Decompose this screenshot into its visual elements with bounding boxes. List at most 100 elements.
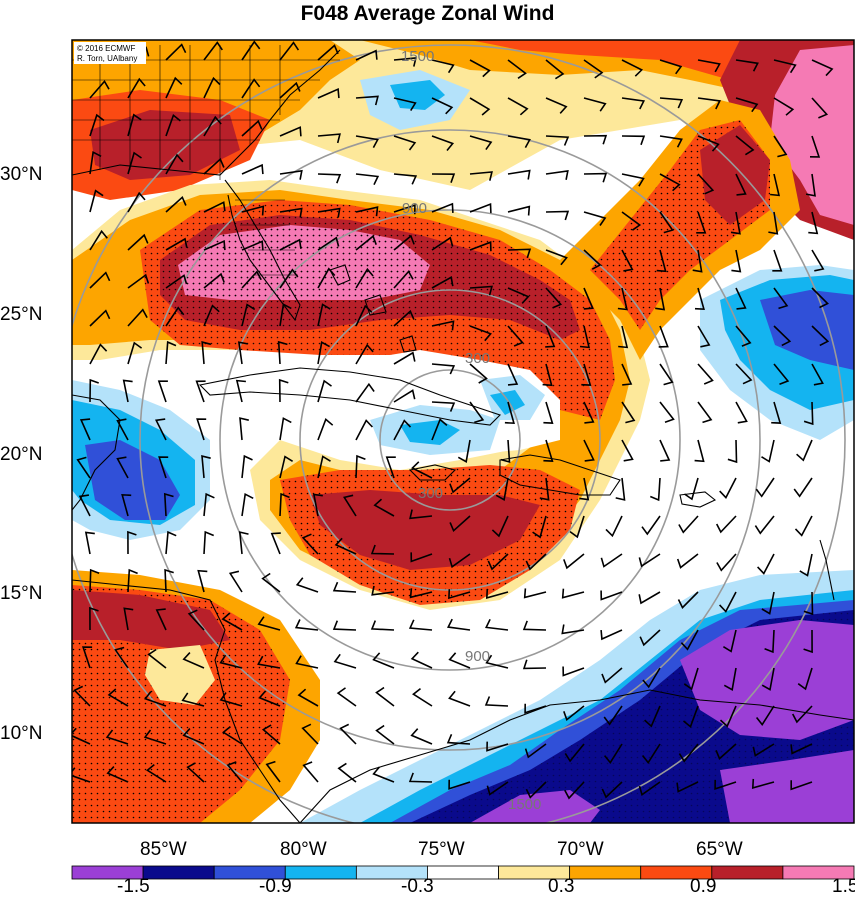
wind-barb — [617, 287, 628, 311]
wind-barb — [158, 456, 169, 479]
wind-barb — [165, 113, 181, 137]
coast-bahamas-3 — [399, 335, 417, 353]
wind-barb — [723, 667, 737, 691]
wind-barb — [370, 620, 395, 631]
wind-barb — [715, 515, 737, 534]
wind-barb — [78, 494, 91, 517]
wind-barb — [431, 173, 456, 183]
wind-barb — [431, 320, 455, 331]
wind-barb — [621, 249, 634, 272]
wind-barb — [146, 763, 167, 783]
wind-barb — [385, 456, 396, 479]
wind-barb — [265, 760, 281, 783]
wind-barb — [715, 743, 737, 760]
wind-barb — [332, 620, 357, 631]
wind-barb — [564, 781, 585, 800]
wind-barb — [644, 705, 661, 728]
wind-barb — [182, 728, 205, 745]
wind-barb — [507, 59, 527, 79]
wind-barb — [334, 537, 357, 555]
wind-barb — [507, 135, 531, 148]
wind-barb — [676, 553, 699, 569]
wind-barb — [532, 515, 547, 539]
wind-barb — [127, 530, 137, 555]
wind-barb — [539, 477, 550, 501]
wind-barb — [84, 531, 95, 555]
wind-barb — [89, 271, 111, 289]
range-ring-1500 — [72, 44, 846, 823]
wind-barb — [621, 59, 644, 77]
wind-barb — [237, 341, 248, 365]
wind-barb — [581, 363, 592, 386]
wind-barb — [618, 325, 629, 349]
wind-barb — [524, 743, 547, 759]
wind-barb — [642, 667, 661, 689]
wind-barb — [649, 477, 661, 502]
wind-barb — [694, 287, 705, 311]
shade-cyan-core — [400, 420, 460, 445]
wind-barb — [127, 308, 148, 327]
wind-barb — [116, 456, 129, 479]
wind-barb — [790, 743, 813, 755]
wind-barb — [279, 268, 299, 289]
wind-barb — [764, 629, 775, 654]
wind-barb — [203, 272, 225, 289]
coast-bahamas-1 — [329, 264, 351, 286]
wind-barb — [714, 779, 737, 791]
wind-barb — [203, 530, 215, 555]
wind-barb — [127, 568, 138, 593]
wind-barb — [761, 591, 775, 615]
wind-barb — [678, 515, 699, 534]
wind-barb — [258, 690, 281, 707]
wind-barb — [615, 477, 626, 501]
wind-barb — [525, 781, 547, 799]
wind-barb — [603, 743, 623, 764]
wind-barb — [545, 325, 556, 348]
wind-barb — [241, 240, 264, 251]
wind-barb — [735, 97, 759, 113]
wind-barb — [431, 363, 456, 375]
wind-barb — [469, 97, 491, 116]
wind-barb — [659, 97, 684, 109]
wind-barb — [295, 655, 319, 669]
wind-barb — [771, 401, 782, 424]
wind-barb — [697, 325, 711, 348]
wind-barb — [203, 115, 222, 137]
wind-barb — [393, 419, 412, 441]
wind-barb — [448, 652, 471, 669]
colorbar-label-1: -0.9 — [259, 876, 292, 897]
wind-barb — [545, 249, 568, 266]
wind-barb — [143, 729, 167, 745]
wind-barb — [583, 59, 604, 79]
wind-barb — [375, 686, 395, 707]
wind-barb — [569, 515, 585, 539]
lon-label-65w: 65°W — [696, 839, 743, 860]
wind-barb — [755, 705, 775, 726]
wind-barb — [719, 591, 737, 613]
wind-barb — [811, 249, 825, 272]
wind-barb — [201, 341, 212, 365]
wind-barb — [241, 78, 261, 99]
shade-darkred-central — [310, 490, 540, 570]
wind-barb — [301, 723, 319, 745]
wind-barb — [659, 211, 674, 234]
wind-barb — [355, 173, 380, 186]
wind-barb — [332, 581, 357, 593]
wind-barb — [123, 607, 134, 631]
range-ring-300 — [379, 369, 521, 511]
wind-barb — [317, 303, 331, 327]
wind-barb — [469, 401, 485, 424]
wind-barb — [680, 629, 699, 651]
wind-barb — [187, 609, 205, 631]
wind-barb — [735, 363, 753, 385]
wind-barb — [676, 781, 699, 793]
wind-barb — [279, 207, 303, 218]
wind-barb — [203, 201, 226, 213]
wind-barb — [659, 439, 671, 462]
wind-barb — [621, 173, 645, 187]
wind-barb — [600, 590, 623, 601]
shade-darkred-topleft — [90, 110, 240, 180]
wind-barb — [294, 619, 319, 631]
wind-barb — [371, 585, 395, 596]
wind-barb — [446, 733, 471, 745]
